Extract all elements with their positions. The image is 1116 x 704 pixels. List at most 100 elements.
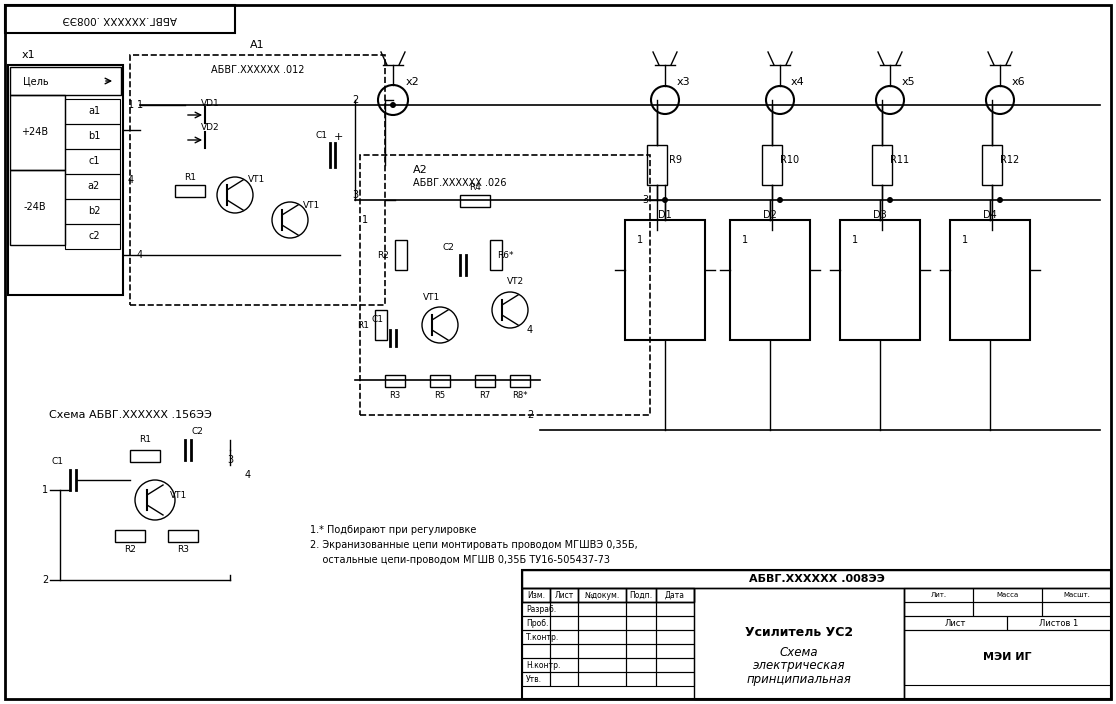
Text: АБВГ.XXXXXX .012: АБВГ.XXXXXX .012 xyxy=(211,65,305,75)
Text: АБВГ.XXXXXX .026: АБВГ.XXXXXX .026 xyxy=(413,178,507,188)
Text: R7: R7 xyxy=(480,391,491,399)
Text: +: + xyxy=(334,132,343,142)
Bar xyxy=(694,588,904,699)
Bar xyxy=(578,644,626,658)
Bar xyxy=(656,616,694,630)
Text: Цель: Цель xyxy=(23,76,49,86)
Bar xyxy=(730,220,810,340)
Bar xyxy=(522,570,1112,699)
Text: +24В: +24В xyxy=(21,127,49,137)
Circle shape xyxy=(997,197,1003,203)
Text: 3: 3 xyxy=(352,190,358,200)
Bar xyxy=(578,630,626,644)
Text: 4: 4 xyxy=(128,175,134,185)
Text: 3: 3 xyxy=(642,195,648,205)
Text: x2: x2 xyxy=(406,77,420,87)
Bar xyxy=(550,588,578,602)
Text: R4: R4 xyxy=(469,182,481,191)
Text: -24В: -24В xyxy=(23,202,46,212)
Text: Т.контр.: Т.контр. xyxy=(526,632,559,641)
Text: a1: a1 xyxy=(88,106,100,116)
Text: 1: 1 xyxy=(362,215,368,225)
Bar xyxy=(8,65,123,295)
Bar xyxy=(872,145,892,185)
Text: R3: R3 xyxy=(389,391,401,399)
Bar xyxy=(578,658,626,672)
Text: 1.* Подбирают при регулировке: 1.* Подбирают при регулировке xyxy=(310,525,477,535)
Circle shape xyxy=(389,102,396,108)
Text: x5: x5 xyxy=(902,77,915,87)
Bar xyxy=(578,588,626,602)
Text: Лист: Лист xyxy=(944,619,965,627)
Text: D2: D2 xyxy=(763,210,777,220)
Bar xyxy=(904,616,1007,630)
Bar xyxy=(656,588,694,602)
Circle shape xyxy=(662,197,668,203)
Text: R5: R5 xyxy=(434,391,445,399)
Text: Лит.: Лит. xyxy=(931,592,946,598)
Bar xyxy=(169,530,198,542)
Bar xyxy=(626,602,656,616)
Bar xyxy=(129,55,385,305)
Text: Изм.: Изм. xyxy=(527,591,545,600)
Bar xyxy=(522,616,550,630)
Text: VT1: VT1 xyxy=(171,491,187,500)
Text: А2: А2 xyxy=(413,165,427,175)
Text: АБВГ.XXXXXX .008ЭЭ: АБВГ.XXXXXX .008ЭЭ xyxy=(62,14,177,24)
Text: D3: D3 xyxy=(873,210,887,220)
Bar xyxy=(385,375,405,387)
Text: R11: R11 xyxy=(891,155,910,165)
Text: 2: 2 xyxy=(352,95,358,105)
Bar xyxy=(656,602,694,616)
Text: VD2: VD2 xyxy=(201,123,220,132)
Bar xyxy=(550,672,578,686)
Bar xyxy=(904,602,973,616)
Text: VT1: VT1 xyxy=(423,292,441,301)
Bar xyxy=(360,155,650,415)
Bar xyxy=(550,616,578,630)
Text: 1: 1 xyxy=(128,100,134,110)
Circle shape xyxy=(887,197,893,203)
Text: R1: R1 xyxy=(357,320,369,329)
Text: R1: R1 xyxy=(184,172,196,182)
Bar xyxy=(626,588,656,602)
Bar xyxy=(475,375,496,387)
Bar xyxy=(550,630,578,644)
Text: C2: C2 xyxy=(442,242,454,251)
Bar xyxy=(578,602,626,616)
Bar xyxy=(656,672,694,686)
Bar xyxy=(510,375,530,387)
Text: D1: D1 xyxy=(658,210,672,220)
Text: R9: R9 xyxy=(668,155,682,165)
Text: Масса: Масса xyxy=(997,592,1019,598)
Text: 1: 1 xyxy=(742,235,748,245)
Bar xyxy=(430,375,450,387)
Text: D4: D4 xyxy=(983,210,997,220)
Text: VT2: VT2 xyxy=(507,277,523,287)
Bar xyxy=(65,174,121,199)
Bar xyxy=(522,588,550,602)
Bar xyxy=(522,602,550,616)
Bar xyxy=(522,630,550,644)
Text: x4: x4 xyxy=(791,77,805,87)
Text: C1: C1 xyxy=(316,130,328,139)
Text: АБВГ.XXXXXX .008ЭЭ: АБВГ.XXXXXX .008ЭЭ xyxy=(749,574,884,584)
Text: Схема АБВГ.XXXXXX .156ЭЭ: Схема АБВГ.XXXXXX .156ЭЭ xyxy=(49,410,211,420)
Bar xyxy=(626,672,656,686)
Text: C1: C1 xyxy=(372,315,384,325)
Text: C2: C2 xyxy=(191,427,203,436)
Bar xyxy=(904,630,1112,685)
Bar xyxy=(375,310,387,340)
Text: x3: x3 xyxy=(676,77,690,87)
Bar xyxy=(129,450,160,462)
Text: R2: R2 xyxy=(377,251,389,260)
Text: b2: b2 xyxy=(88,206,100,216)
Bar xyxy=(115,530,145,542)
Bar xyxy=(982,145,1002,185)
Text: МЭИ ИГ: МЭИ ИГ xyxy=(983,653,1032,662)
Bar xyxy=(522,644,550,658)
Bar xyxy=(578,616,626,630)
Text: Проб.: Проб. xyxy=(526,619,548,627)
Bar xyxy=(904,588,973,602)
Text: b1: b1 xyxy=(88,131,100,141)
